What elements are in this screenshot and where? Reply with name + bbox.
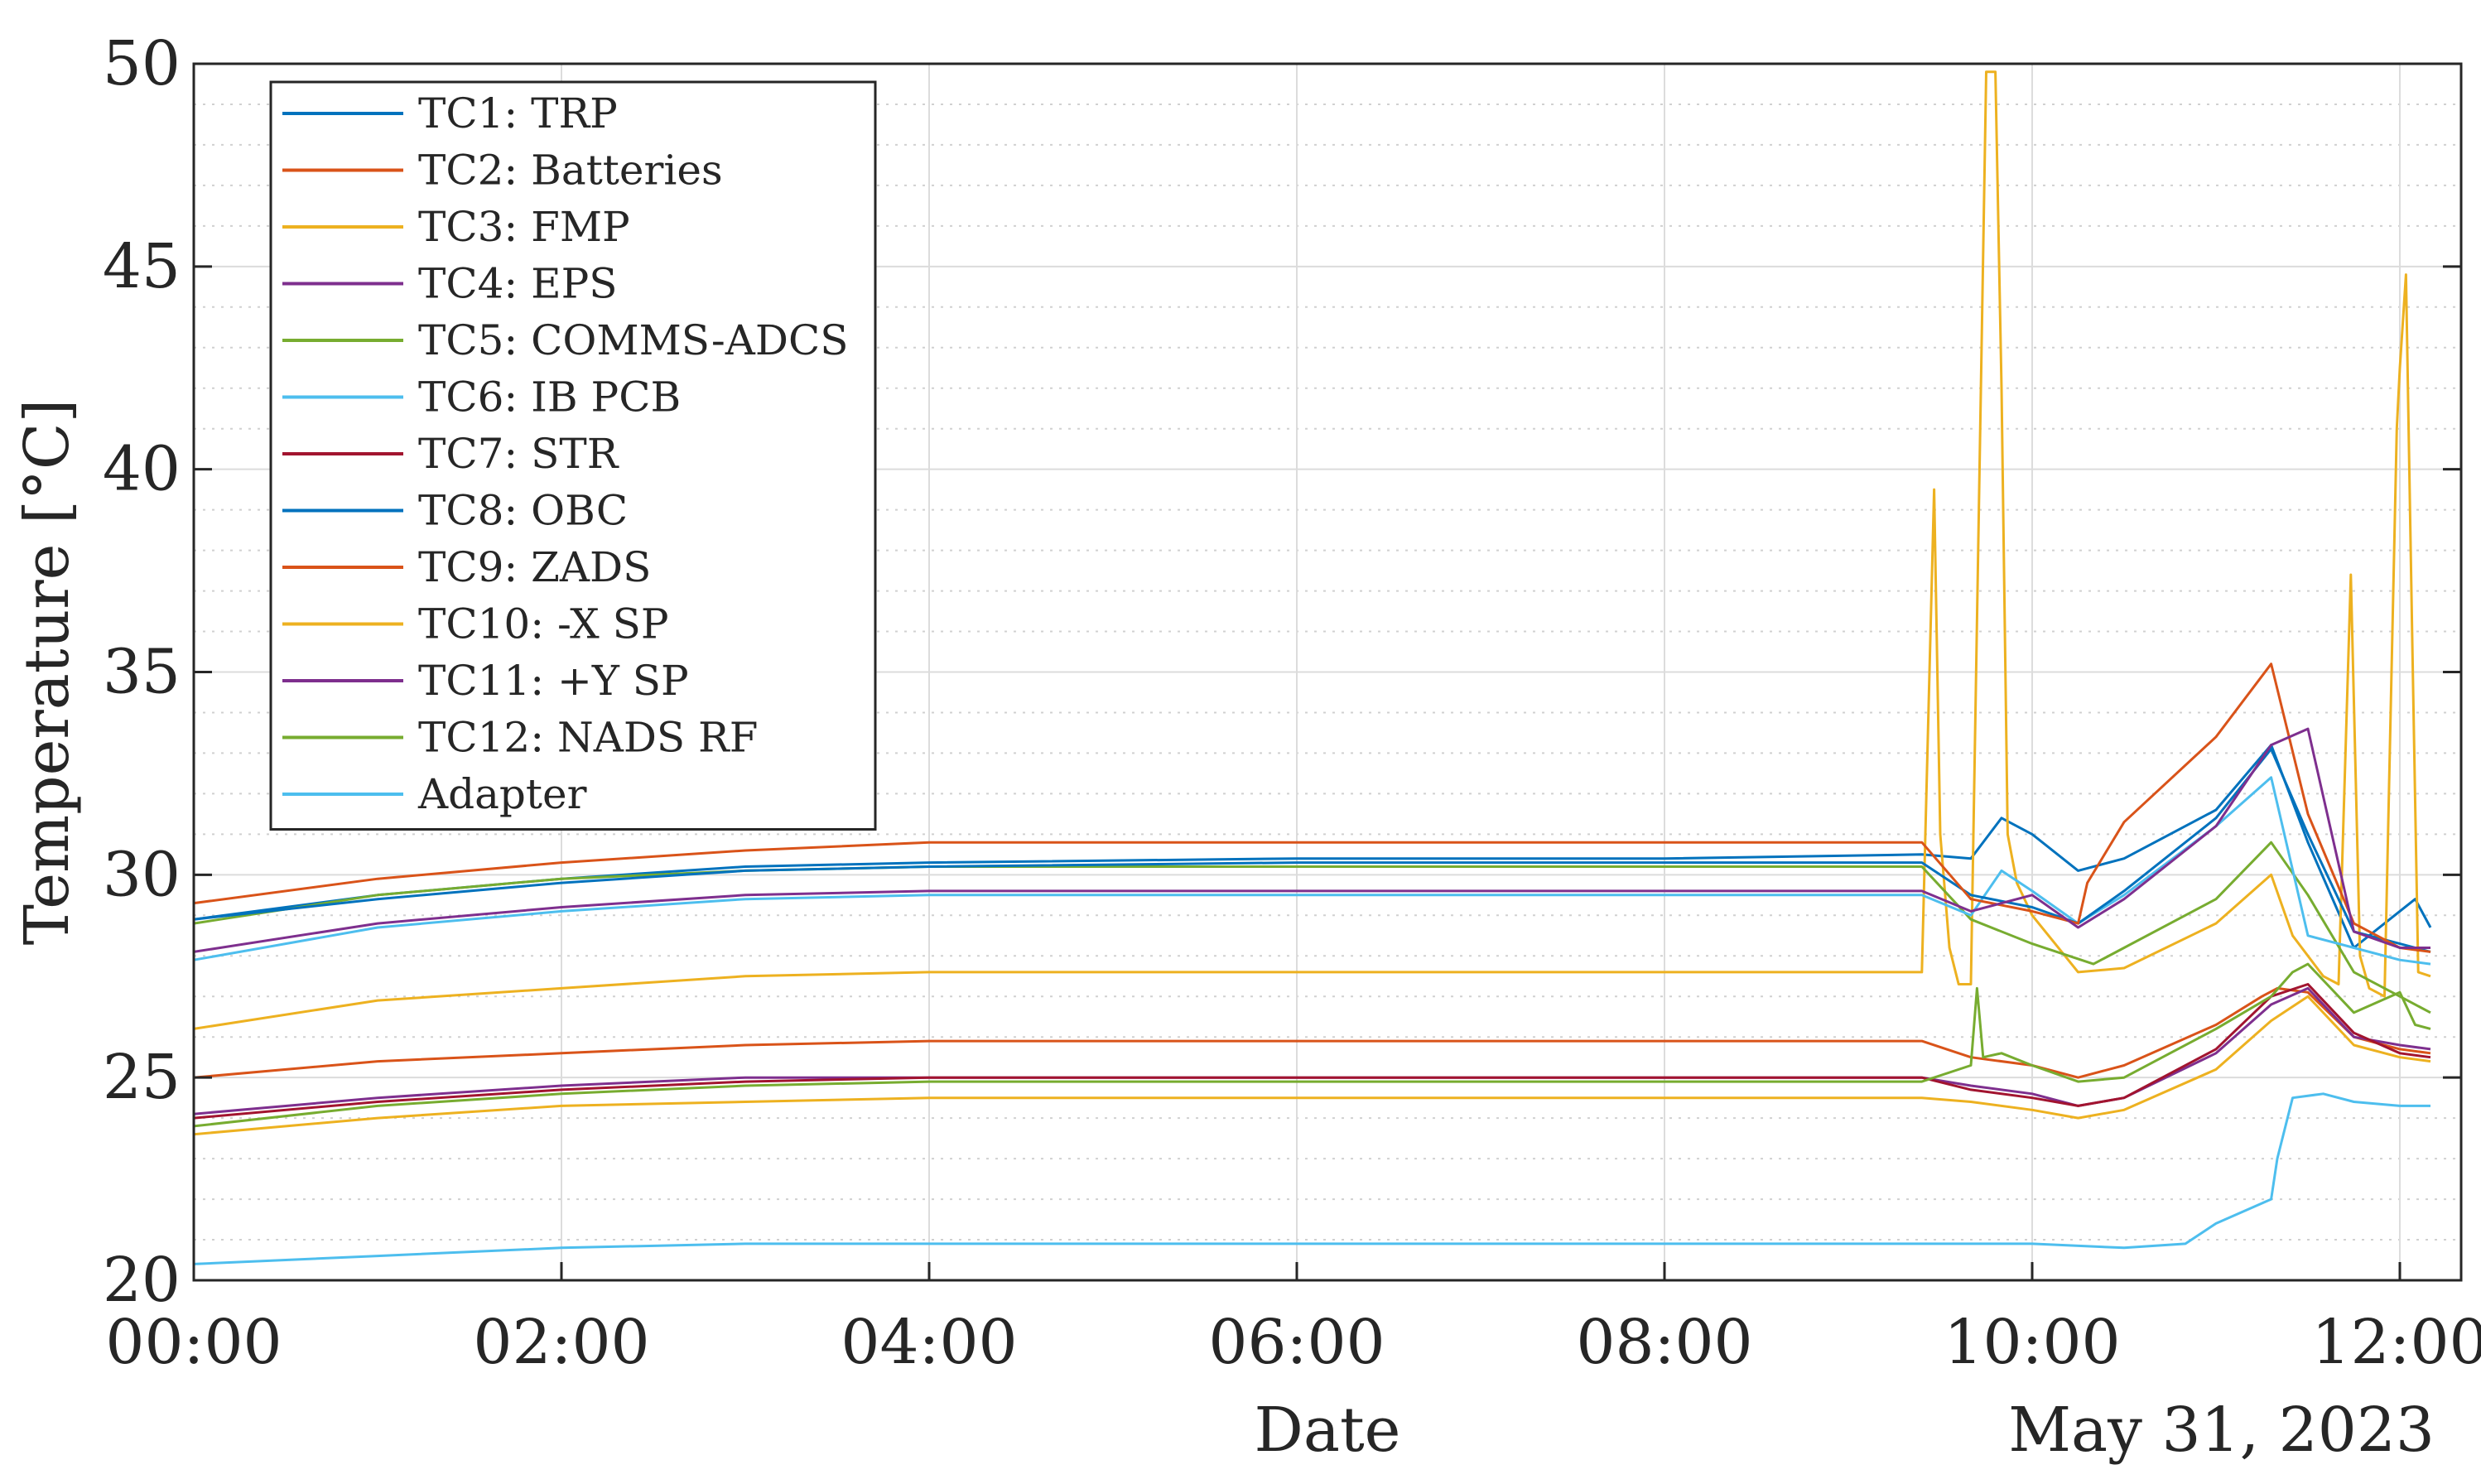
legend-label: TC7: STR	[418, 430, 619, 478]
legend-label: TC12: NADS RF	[418, 714, 758, 762]
x-tick-label: 02:00	[473, 1307, 649, 1378]
date-label: May 31, 2023	[2008, 1395, 2435, 1466]
y-tick-label: 30	[103, 839, 181, 910]
y-tick-label: 50	[103, 28, 181, 99]
x-tick-label: 08:00	[1576, 1307, 1752, 1378]
series-line-1	[193, 744, 2432, 949]
y-tick-label: 20	[103, 1245, 181, 1316]
x-tick-label: 04:00	[841, 1307, 1017, 1378]
x-axis-label: Date	[1255, 1395, 1401, 1466]
legend-label: TC11: +Y SP	[418, 657, 689, 705]
series-line-6	[193, 776, 2431, 966]
legend-label: TC4: EPS	[418, 260, 618, 308]
legend-label: TC1: TRP	[418, 89, 618, 137]
legend-label: TC3: FMP	[418, 203, 630, 251]
y-tick-label: 45	[103, 231, 181, 302]
y-tick-label: 25	[103, 1042, 181, 1113]
x-tick-label: 00:00	[105, 1307, 282, 1378]
legend-label: TC10: -X SP	[418, 600, 668, 648]
series-lines	[193, 70, 2432, 1265]
legend-box	[269, 80, 877, 831]
series-line-12	[193, 962, 2431, 1128]
legend-label: TC9: ZADS	[418, 543, 651, 591]
legend-label: TC8: OBC	[418, 487, 628, 535]
series-line-3	[193, 70, 2431, 1030]
series-line-10	[193, 995, 2431, 1136]
series-line-9	[193, 662, 2431, 953]
legend-label: TC6: IB PCB	[418, 373, 681, 422]
series-line-13	[193, 1092, 2430, 1265]
x-tick-label: 12:00	[2311, 1307, 2481, 1378]
series-line-11	[193, 727, 2430, 953]
series-line-4	[193, 986, 2431, 1115]
series-line-7	[193, 983, 2431, 1120]
legend: TC1: TRP TC2: Batteries TC3: FMP TC4: EPS TC…	[269, 80, 877, 831]
axis-ticks: 20 25 30 35 40 45 50 00:00 02:00 04:00 06:00 08:00 1…	[103, 28, 2481, 1378]
x-tick-label: 06:00	[1208, 1307, 1385, 1378]
legend-label: TC2: Batteries	[418, 147, 723, 195]
x-tick-label: 10:00	[1944, 1307, 2120, 1378]
y-axis-label: Temperature [°C]	[12, 399, 83, 946]
series-line-8	[193, 748, 2431, 953]
legend-label: TC5: COMMS-ADCS	[418, 316, 848, 364]
y-tick-label: 40	[103, 434, 181, 505]
y-tick-label: 35	[103, 637, 181, 708]
legend-label: Adapter	[417, 770, 587, 818]
